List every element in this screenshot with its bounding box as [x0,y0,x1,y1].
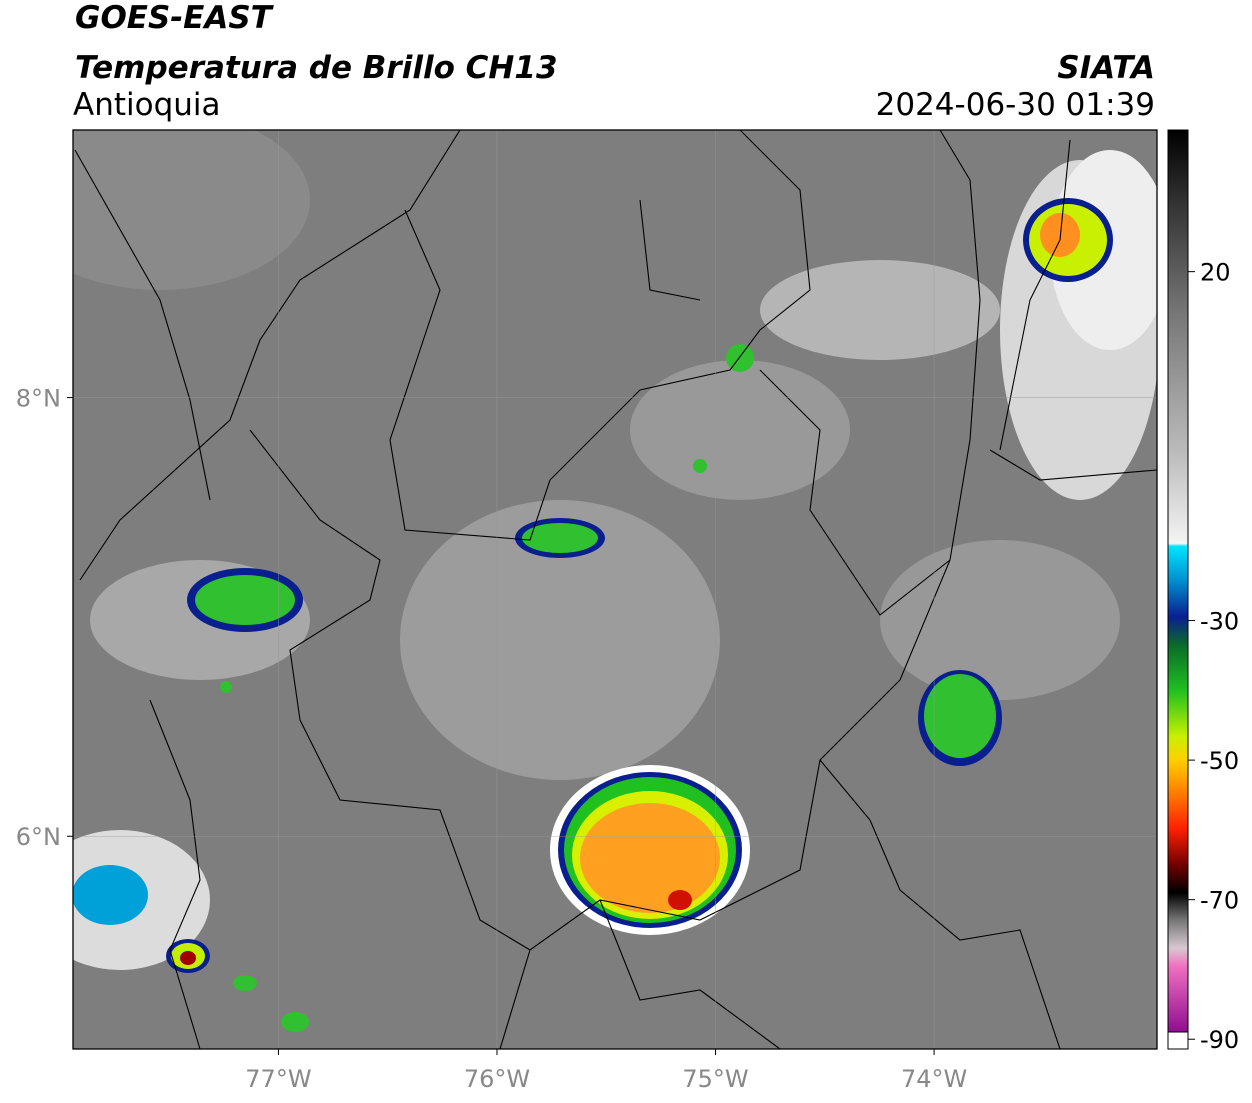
subtitle: Temperatura de Brillo CH13 [75,50,558,86]
x-tick-label: 74°W [901,1065,967,1093]
region: Antioquia [73,87,221,123]
colorbar-tick-label: -90 [1200,1026,1239,1054]
storms [73,198,1113,1032]
colorbar-tick-label: -30 [1200,608,1239,636]
map [73,130,1157,1049]
colorbar-tick-label: 20 [1200,259,1231,287]
x-tick-label: 75°W [682,1065,748,1093]
x-tick-label: 77°W [245,1065,311,1093]
colorbar-tick-label: -50 [1200,747,1239,775]
colorbar-under [1167,1031,1189,1050]
y-tick-label: 6°N [16,823,61,851]
colorbar-tick-label: -70 [1200,887,1239,915]
colorbar [1167,129,1189,1050]
borders [74,130,1157,1049]
x-tick-label: 76°W [464,1065,530,1093]
map-frame [72,129,1158,1050]
graticule [73,130,1157,1049]
y-tick-label: 8°N [16,385,61,413]
datetime: 2024-06-30 01:39 [876,87,1155,123]
source: SIATA [1057,50,1155,86]
title: GOES-EAST [75,0,275,36]
